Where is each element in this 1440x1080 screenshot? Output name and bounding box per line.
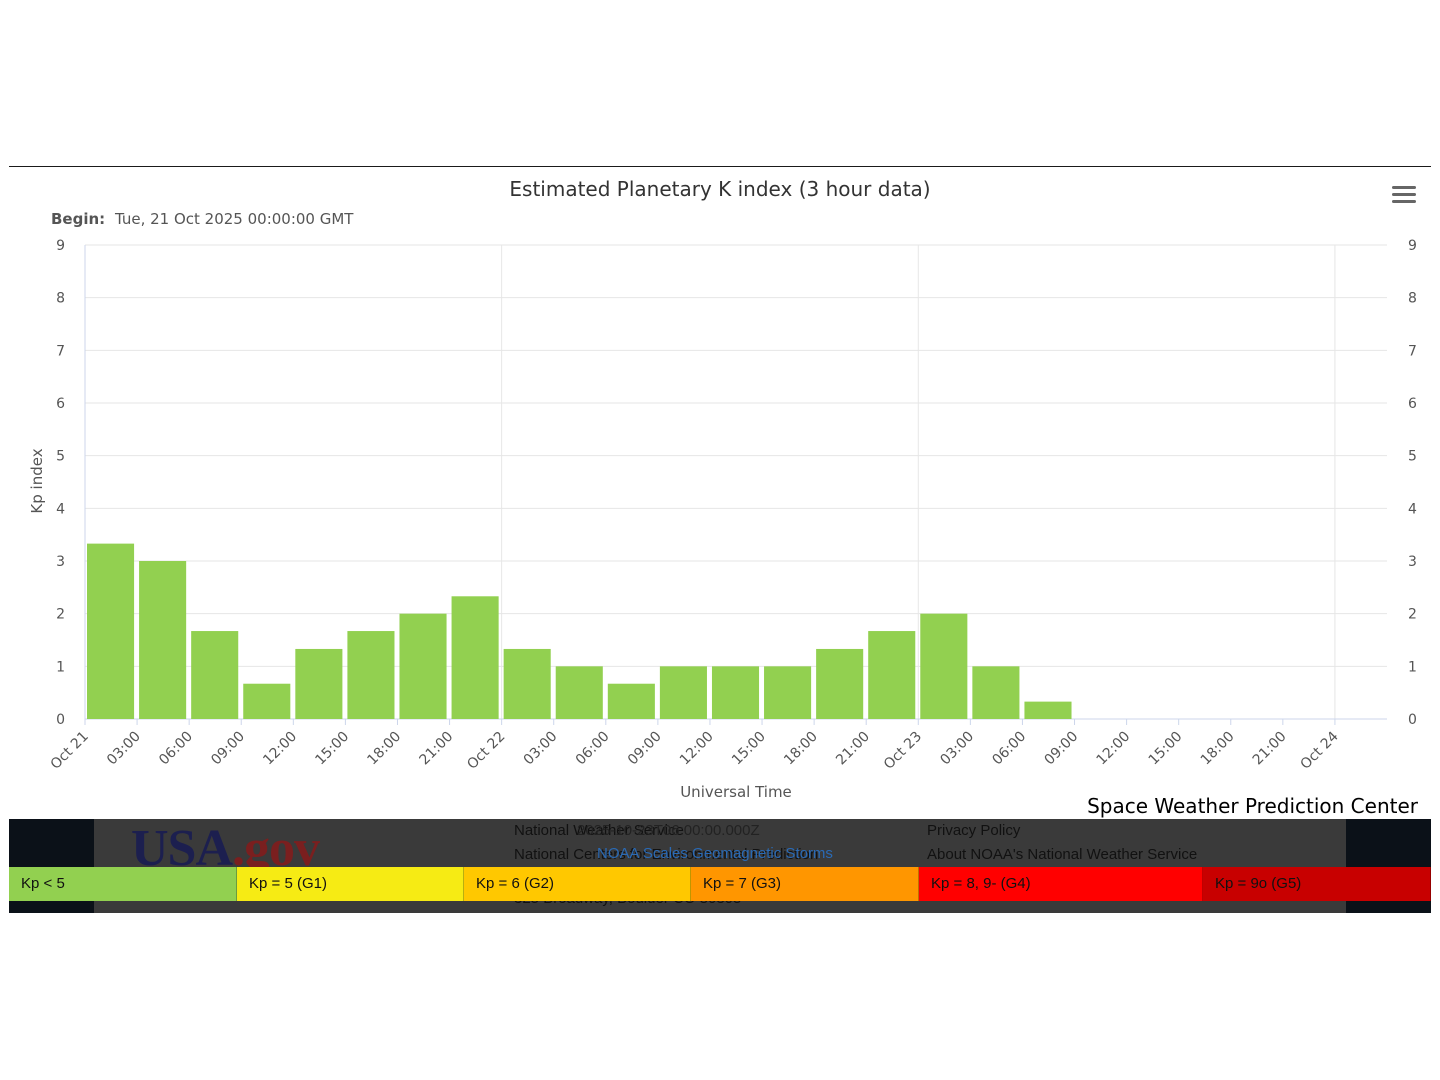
y-tick-label-right: 7 (1408, 343, 1417, 359)
menu-line (1392, 200, 1416, 203)
x-tick-label: 15:00 (312, 729, 352, 769)
footer-timestamp: 2025-10-23T06:00:00.000Z (577, 822, 760, 839)
kp-bar-chart: Estimated Planetary K index (3 hour data… (28, 177, 1417, 801)
x-tick-label: 12:00 (1094, 729, 1134, 769)
menu-line (1392, 186, 1416, 189)
x-tick-label: 06:00 (156, 729, 196, 769)
x-tick-label: 21:00 (833, 729, 873, 769)
y-axis-right: 0 1 2 3 4 5 6 7 8 9 (1408, 238, 1417, 728)
x-tick-label: 03:00 (937, 729, 977, 769)
x-tick-label: 09:00 (625, 729, 665, 769)
kp-bar[interactable] (868, 631, 916, 719)
x-tick-label: 06:00 (573, 729, 613, 769)
x-tick-label: 15:00 (1146, 729, 1186, 769)
y-tick-label: 1 (56, 659, 65, 675)
kp-bar[interactable] (764, 666, 812, 719)
footer-link-ncep[interactable]: National Centers for Environmental Predi… (514, 846, 819, 863)
chart-credit[interactable]: Space Weather Prediction Center (1087, 794, 1418, 818)
subtitle-label: Begin: (51, 210, 105, 228)
x-tick-label: 12:00 (260, 729, 300, 769)
kp-bar[interactable] (816, 648, 864, 719)
kp-bar[interactable] (503, 648, 551, 719)
legend-cell: Kp = 6 (G2) (464, 867, 691, 901)
x-tick-label: 15:00 (729, 729, 769, 769)
x-tick-label: 09:00 (1041, 729, 1081, 769)
y-tick-label-right: 1 (1408, 659, 1417, 675)
kp-bar[interactable] (399, 613, 447, 719)
kp-color-legend: Kp < 5 Kp = 5 (G1) Kp = 6 (G2) Kp = 7 (G3) K… (9, 867, 1431, 901)
kp-bar[interactable] (920, 613, 968, 719)
kp-bar[interactable] (451, 596, 499, 719)
x-tick-label: 21:00 (417, 729, 457, 769)
y-tick-label-right: 3 (1408, 554, 1417, 570)
y-tick-label: 9 (56, 238, 65, 254)
y-tick-label: 2 (56, 607, 65, 623)
y-tick-label: 6 (56, 396, 65, 412)
kp-bar[interactable] (972, 666, 1020, 719)
x-tick-label: Oct 24 (1298, 728, 1342, 772)
y-tick-label: 8 (56, 291, 65, 307)
x-tick-label: 09:00 (208, 729, 248, 769)
kp-bar[interactable] (347, 631, 395, 719)
chart-title: Estimated Planetary K index (3 hour data… (509, 177, 930, 201)
y-tick-label: 4 (56, 501, 65, 517)
x-tick-label: 12:00 (677, 729, 717, 769)
x-tick-label: 03:00 (104, 729, 144, 769)
y-tick-label-right: 8 (1408, 291, 1417, 307)
x-tick-label: 06:00 (989, 729, 1029, 769)
kp-bar[interactable] (1024, 701, 1072, 719)
y-tick-label: 0 (56, 712, 65, 728)
footer-link-privacy[interactable]: Privacy Policy (927, 822, 1021, 839)
legend-cell: Kp = 9o (G5) (1203, 867, 1431, 901)
kp-bar[interactable] (139, 561, 187, 719)
x-axis-title: Universal Time (680, 783, 792, 801)
y-tick-label: 7 (56, 343, 65, 359)
x-tick-label: Oct 23 (881, 729, 925, 773)
kp-bar[interactable] (87, 543, 135, 719)
grid-lines (84, 244, 1387, 720)
kp-bar[interactable] (607, 683, 655, 719)
kp-bar[interactable] (191, 631, 239, 719)
kp-bar[interactable] (555, 666, 603, 719)
kp-bar[interactable] (711, 666, 760, 719)
y-tick-label-right: 5 (1408, 449, 1417, 465)
y-tick-label-right: 2 (1408, 607, 1417, 623)
hamburger-menu-icon[interactable] (1392, 186, 1416, 206)
x-tick-label: 18:00 (1198, 729, 1238, 769)
legend-cell: Kp = 5 (G1) (237, 867, 464, 901)
kp-bar[interactable] (659, 666, 707, 719)
kp-bar[interactable] (243, 683, 291, 719)
legend-cell: Kp = 8, 9- (G4) (919, 867, 1203, 901)
legend-cell: Kp = 7 (G3) (691, 867, 919, 901)
x-axis: Oct 21 03:00 06:00 09:00 12:00 15:00 18:00 21:0… (48, 719, 1342, 773)
legend-cell: Kp < 5 (9, 867, 237, 901)
y-axis-left: 0 1 2 3 4 5 6 7 8 9 (56, 238, 65, 728)
y-axis-title: Kp index (28, 448, 46, 513)
x-tick-label: 18:00 (781, 729, 821, 769)
y-tick-label: 5 (56, 449, 65, 465)
x-tick-label: Oct 22 (464, 729, 508, 773)
kp-bar[interactable] (295, 648, 343, 719)
chart-subtitle: Begin: Tue, 21 Oct 2025 00:00:00 GMT (51, 210, 354, 228)
bar-series (87, 543, 1072, 719)
y-tick-label: 3 (56, 554, 65, 570)
y-tick-label-right: 9 (1408, 238, 1417, 254)
y-tick-label-right: 6 (1408, 396, 1417, 412)
y-tick-label-right: 0 (1408, 712, 1417, 728)
subtitle-value: Tue, 21 Oct 2025 00:00:00 GMT (114, 210, 354, 228)
y-tick-label-right: 4 (1408, 501, 1417, 517)
x-tick-label: Oct 21 (48, 729, 92, 773)
x-tick-label: 18:00 (364, 729, 404, 769)
noaa-scales-link[interactable]: NOAA Scales Geomagnetic Storms (597, 845, 833, 862)
x-tick-label: 21:00 (1250, 729, 1290, 769)
x-tick-label: 03:00 (521, 729, 561, 769)
footer-link-nws[interactable]: National Weather Service (514, 822, 684, 839)
top-divider (9, 166, 1431, 167)
menu-line (1392, 193, 1416, 196)
footer-link-about-nws[interactable]: About NOAA's National Weather Service (927, 846, 1198, 863)
